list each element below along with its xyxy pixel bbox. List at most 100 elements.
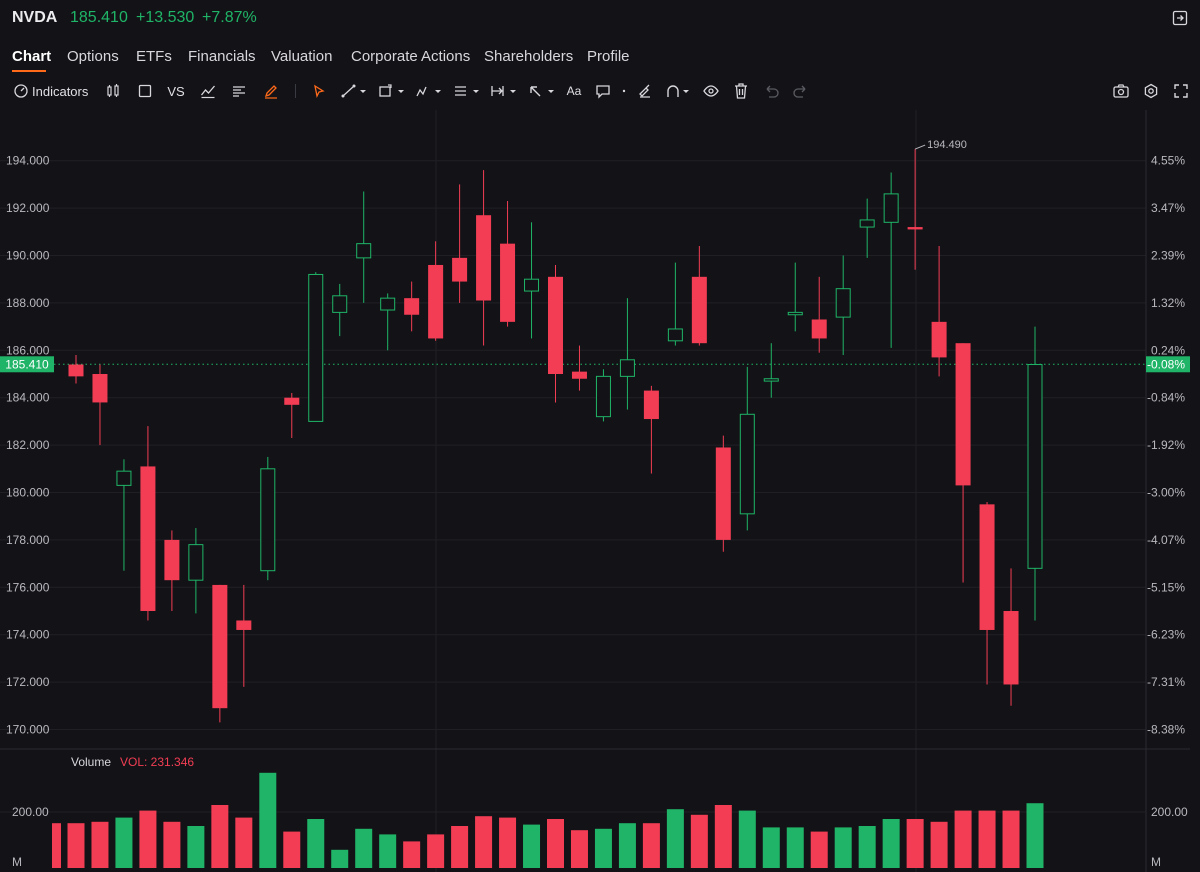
measure-tool-icon[interactable] bbox=[489, 81, 519, 101]
arrow-tool-icon[interactable] bbox=[527, 81, 557, 101]
drawing-pencil-icon[interactable] bbox=[262, 81, 280, 101]
percent-tick-label: -5.15% bbox=[1147, 580, 1185, 594]
volume-bar bbox=[618, 823, 636, 868]
percent-tick-label: 0.24% bbox=[1151, 343, 1185, 357]
volume-bar bbox=[163, 821, 181, 868]
price-tick-label: 182.000 bbox=[6, 438, 50, 452]
volume-bar bbox=[259, 772, 277, 868]
delete-trash-icon[interactable] bbox=[732, 81, 750, 101]
candle-body bbox=[236, 620, 252, 630]
candle-body bbox=[667, 328, 683, 342]
screenshot-camera-icon[interactable] bbox=[1112, 81, 1130, 101]
candle-body bbox=[164, 539, 180, 581]
volume-unit-label: M bbox=[12, 855, 22, 869]
tab-chart[interactable]: Chart bbox=[12, 48, 52, 65]
tab-options[interactable]: Options bbox=[67, 48, 119, 65]
magnet-icon[interactable] bbox=[664, 81, 692, 101]
current-percent-tag-label: -0.08% bbox=[1147, 357, 1185, 371]
tab-etfs[interactable]: ETFs bbox=[136, 48, 172, 65]
candle-body bbox=[68, 364, 84, 377]
volume-tick-label-right: 200.00 bbox=[1151, 805, 1188, 819]
chart-style-icon[interactable] bbox=[199, 81, 217, 101]
tab-corporate-actions[interactable]: Corporate Actions bbox=[351, 48, 471, 65]
volume-bar bbox=[427, 834, 445, 868]
volume-bar bbox=[690, 814, 708, 868]
candle-body bbox=[260, 468, 276, 572]
volume-bar bbox=[379, 834, 397, 868]
volume-bar bbox=[523, 824, 541, 868]
redo-icon[interactable] bbox=[792, 81, 810, 101]
fibonacci-tool-icon[interactable] bbox=[452, 81, 482, 101]
candle-body bbox=[835, 288, 851, 318]
price-tick-label: 186.000 bbox=[6, 343, 50, 357]
price-tick-label: 192.000 bbox=[6, 201, 50, 215]
tab-financials[interactable]: Financials bbox=[188, 48, 256, 65]
volume-bar bbox=[331, 849, 349, 868]
current-percent-tag bbox=[1146, 356, 1190, 373]
price-tick-label: 184.000 bbox=[6, 391, 50, 405]
shape-tool-icon[interactable] bbox=[377, 81, 407, 101]
candle-type-icon[interactable] bbox=[104, 81, 122, 101]
volume-bar bbox=[738, 810, 756, 868]
volume-bar bbox=[67, 823, 85, 868]
high-annotation: 194.490 bbox=[927, 139, 967, 151]
volume-bar bbox=[139, 810, 157, 868]
volume-bar bbox=[1002, 810, 1020, 868]
tab-profile[interactable]: Profile bbox=[587, 48, 630, 65]
volume-bar bbox=[499, 817, 517, 868]
percent-tick-label: -7.31% bbox=[1147, 675, 1185, 689]
candle-body bbox=[787, 311, 803, 316]
price-tick-label: 188.000 bbox=[6, 296, 50, 310]
indicators-button[interactable]: Indicators bbox=[32, 84, 89, 99]
text-tool-button[interactable]: Aa bbox=[566, 84, 582, 98]
volume-bar bbox=[355, 828, 373, 868]
volume-bar bbox=[810, 831, 828, 868]
tab-bar: Chart Options ETFs Financials Valuation … bbox=[0, 40, 1200, 72]
volume-bar bbox=[954, 810, 972, 868]
settings-gear-icon[interactable] bbox=[1142, 81, 1160, 101]
more-dot-icon[interactable] bbox=[620, 81, 628, 101]
volume-bar bbox=[930, 821, 948, 868]
volume-bar bbox=[762, 827, 780, 868]
eraser-icon[interactable] bbox=[636, 81, 654, 101]
visibility-eye-icon[interactable] bbox=[702, 81, 720, 101]
price-tick-label: 176.000 bbox=[6, 580, 50, 594]
candle-body bbox=[332, 295, 348, 313]
fullscreen-icon[interactable] bbox=[1172, 81, 1190, 101]
undo-icon[interactable] bbox=[762, 81, 780, 101]
volume-bar bbox=[906, 819, 924, 868]
comment-icon[interactable] bbox=[594, 81, 612, 101]
candle-body bbox=[92, 374, 108, 403]
cursor-arrow-icon[interactable] bbox=[310, 81, 328, 101]
pattern-tool-icon[interactable] bbox=[414, 81, 444, 101]
rectangle-icon[interactable] bbox=[136, 81, 154, 101]
trend-line-icon[interactable] bbox=[339, 81, 369, 101]
percent-tick-label: 4.55% bbox=[1151, 154, 1185, 168]
candlestick-chart[interactable]: 194.000 192.000 190.000 188.000 186.000 184.0… bbox=[0, 110, 1200, 872]
text-align-icon[interactable] bbox=[230, 81, 248, 101]
candle-body bbox=[931, 321, 947, 358]
candle-body bbox=[811, 319, 827, 339]
volume-bar bbox=[211, 805, 229, 868]
candle-body bbox=[356, 243, 372, 259]
last-price: 185.410 bbox=[70, 9, 128, 26]
tab-shareholders[interactable]: Shareholders bbox=[484, 48, 574, 65]
candle-body bbox=[476, 215, 492, 301]
high-annotation-leader bbox=[914, 144, 926, 150]
tab-valuation[interactable]: Valuation bbox=[271, 48, 333, 65]
chart-toolbar: Indicators VS Aa bbox=[0, 76, 1200, 106]
expand-window-icon[interactable] bbox=[1172, 10, 1188, 26]
volume-bar bbox=[786, 827, 804, 868]
percent-tick-label: -3.00% bbox=[1147, 486, 1185, 500]
toolbar-separator bbox=[295, 84, 296, 98]
candle-body bbox=[140, 466, 156, 611]
candle-body bbox=[859, 219, 875, 228]
price-tick-label: 190.000 bbox=[6, 249, 50, 263]
compare-button[interactable]: VS bbox=[167, 83, 185, 99]
price-tick-label: 180.000 bbox=[6, 486, 50, 500]
percent-tick-label: 1.32% bbox=[1151, 296, 1185, 310]
percent-tick-label: -1.92% bbox=[1147, 438, 1185, 452]
volume-bar bbox=[642, 823, 660, 868]
indicators-icon[interactable] bbox=[12, 81, 30, 101]
volume-bar bbox=[235, 817, 253, 868]
